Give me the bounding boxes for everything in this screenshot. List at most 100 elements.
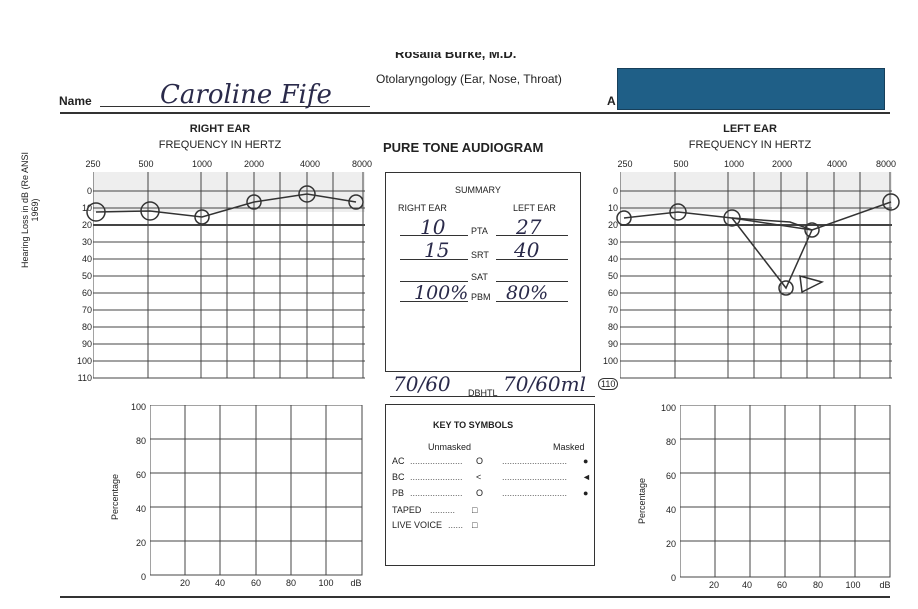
doctor-name-cut: Rosalia Burke, M.D. — [395, 52, 517, 61]
name-underline — [100, 106, 370, 107]
left-ear-title: LEFT EAR — [723, 123, 777, 135]
speech-x-tick: 20 — [179, 578, 190, 588]
right-speech-ylabel: Percentage — [110, 473, 120, 520]
left-ear-ac-point — [882, 193, 900, 211]
key-row-masked-symbol: ● — [583, 488, 589, 498]
left-ear-ac-point — [723, 209, 741, 227]
speech-x-tick: dB — [350, 578, 362, 588]
summary-lines — [400, 235, 568, 305]
speech-y-tick: 40 — [665, 505, 676, 515]
level-label: 0 — [86, 186, 92, 196]
dbhtl-right-value: 70/60 — [393, 372, 451, 396]
second-field-label: A — [607, 94, 616, 108]
level-label: 100 — [76, 356, 92, 366]
left-pta-value: 27 — [516, 215, 542, 239]
pbm-label: PBM — [471, 292, 491, 302]
level-label: 90 — [607, 339, 618, 349]
speech-x-tick: 40 — [214, 578, 225, 588]
freq-tick: 8000 — [351, 159, 373, 169]
key-row-unmasked-symbol: O — [476, 456, 484, 466]
level-label: 80 — [81, 322, 92, 332]
key-row-label: AC — [392, 456, 405, 466]
right-pbm-value: 100% — [414, 282, 469, 304]
speech-y-tick: 100 — [130, 402, 146, 412]
speech-x-tick: dB — [879, 580, 891, 590]
key-row-dots: .......... — [430, 505, 456, 515]
right-ear-title: RIGHT EAR — [189, 123, 251, 135]
freq-tick: 250 — [617, 159, 633, 169]
left-ear-extra-line — [731, 217, 813, 231]
level-label: 40 — [607, 254, 618, 264]
left-pbm-value: 80% — [506, 282, 549, 304]
freq-tick: 1000 — [191, 159, 213, 169]
name-label: Name — [59, 94, 92, 108]
level-label: 70 — [81, 305, 92, 315]
key-row-dots: ..................... — [410, 472, 463, 482]
right-pta-value: 10 — [420, 215, 446, 239]
sat-label: SAT — [471, 272, 488, 282]
right-srt-value: 15 — [424, 238, 450, 262]
key-row-unmasked-symbol: □ — [472, 520, 478, 530]
dbhtl-label: DBHTL — [468, 388, 498, 398]
srt-label: SRT — [471, 250, 489, 260]
left-ear-dip-line — [731, 217, 813, 290]
key-row-dots: .......................... — [502, 456, 568, 466]
level-label: 100 — [602, 356, 618, 366]
key-row-dots: .......................... — [502, 472, 568, 482]
right-speech-chart — [150, 405, 363, 576]
speech-x-tick: 80 — [812, 580, 823, 590]
freq-tick: 250 — [85, 159, 101, 169]
speech-y-tick: 80 — [135, 436, 146, 446]
level-label: 30 — [81, 237, 92, 247]
key-row-label: BC — [392, 472, 405, 482]
key-row-masked-symbol: ◄ — [582, 472, 591, 482]
level-label: 50 — [607, 271, 618, 281]
hearing-loss-axis-label: Hearing Loss in dB (Re ANSI 1969) — [20, 151, 40, 269]
key-row-dots: .......................... — [502, 488, 568, 498]
key-masked-head: Masked — [553, 442, 585, 452]
left-audiogram-grid — [620, 172, 892, 379]
speech-y-tick: 0 — [670, 573, 676, 583]
speech-x-tick: 100 — [318, 578, 334, 588]
key-row-dots: ..................... — [410, 456, 463, 466]
left-ear-ac-line — [623, 201, 892, 231]
footer-rule — [60, 596, 890, 598]
key-row-dots: ...... — [448, 520, 464, 530]
freq-tick: 8000 — [875, 159, 897, 169]
freq-tick: 2000 — [243, 159, 265, 169]
speech-y-tick: 40 — [135, 504, 146, 514]
key-unmasked-head: Unmasked — [428, 442, 472, 452]
key-row-unmasked-symbol: □ — [472, 505, 478, 515]
right-ear-ac-point — [246, 194, 262, 210]
left-speech-chart — [680, 405, 891, 578]
summary-box — [385, 172, 581, 372]
specialty-line: Otolaryngology (Ear, Nose, Throat) — [376, 72, 562, 86]
speech-y-tick: 20 — [665, 539, 676, 549]
key-row-masked-symbol: ● — [583, 456, 589, 466]
speech-x-tick: 100 — [845, 580, 861, 590]
right-ear-ac-point — [348, 194, 364, 210]
dbhtl-left-value: 70/60ml — [503, 372, 586, 396]
left-ear-ac-point — [616, 210, 632, 226]
speech-y-tick: 100 — [660, 403, 676, 413]
freq-tick: 1000 — [723, 159, 745, 169]
freq-tick: 4000 — [826, 159, 848, 169]
level-label: 20 — [81, 220, 92, 230]
left-speech-ylabel: Percentage — [637, 477, 647, 524]
left-ear-masked-bc-symbol — [799, 274, 825, 294]
level-label: 90 — [81, 339, 92, 349]
right-ear-ac-line — [95, 193, 357, 218]
left-ear-subtitle: FREQUENCY IN HERTZ — [688, 139, 812, 151]
level-label: 110 — [77, 373, 92, 383]
level-label: 20 — [607, 220, 618, 230]
speech-x-tick: 40 — [741, 580, 752, 590]
pta-label: PTA — [471, 226, 488, 236]
level-label: 50 — [81, 271, 92, 281]
level-label: 30 — [607, 237, 618, 247]
left-ear-ac-point — [804, 222, 820, 238]
level-label: 40 — [81, 254, 92, 264]
level-label: 0 — [612, 186, 618, 196]
speech-y-tick: 60 — [135, 470, 146, 480]
audiogram-title: PURE TONE AUDIOGRAM — [383, 140, 544, 155]
level-label: 60 — [81, 288, 92, 298]
